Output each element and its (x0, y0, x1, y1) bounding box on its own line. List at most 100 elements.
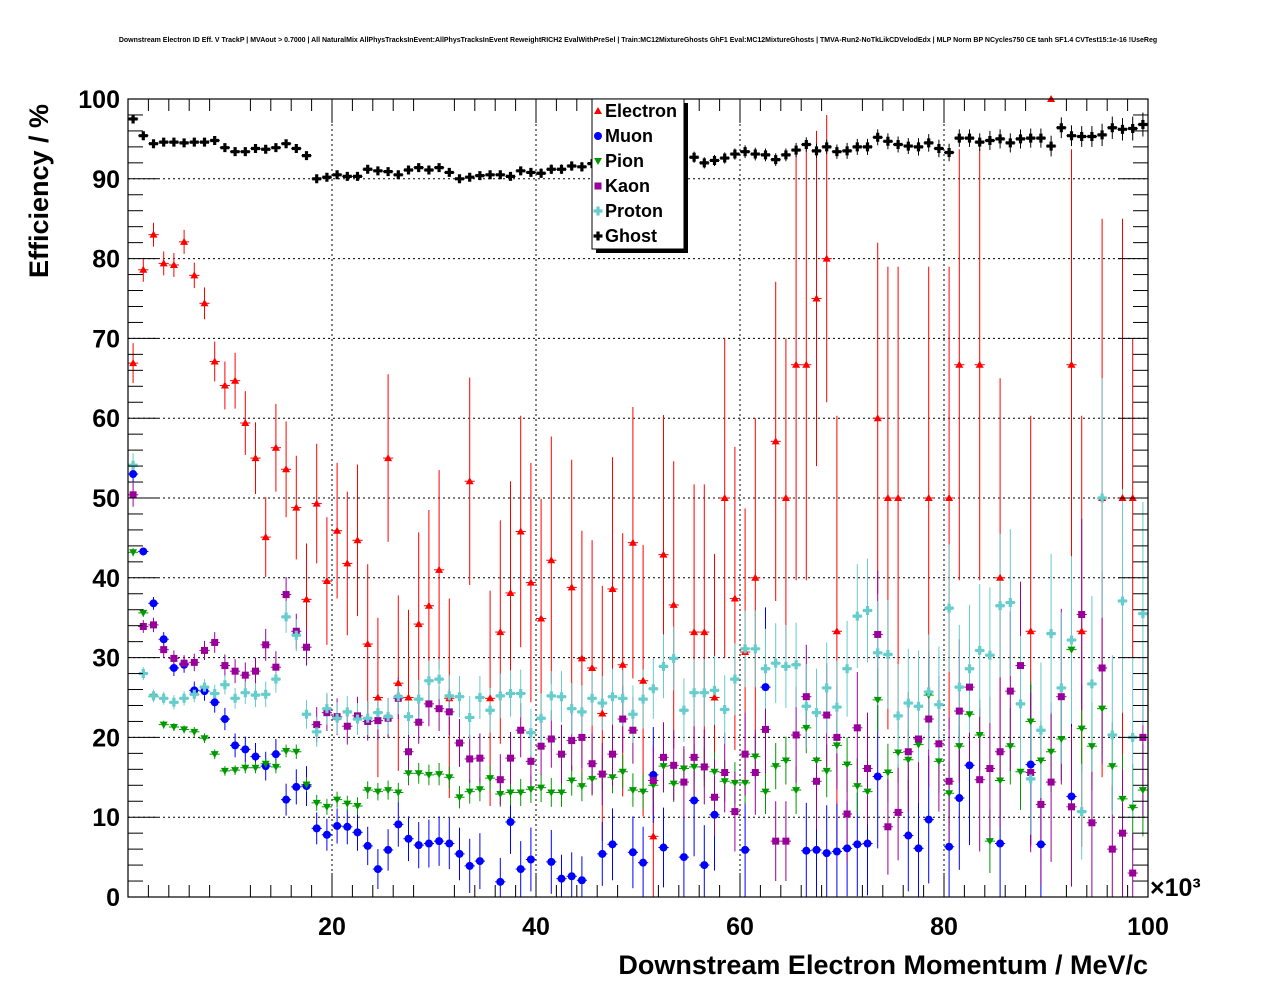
electron-point (975, 360, 984, 368)
kaon-point (190, 658, 198, 666)
muon-point (914, 844, 923, 853)
muon-point (598, 849, 607, 858)
ghost-point (230, 147, 240, 157)
kaon-point (700, 763, 708, 771)
muon-point (271, 750, 280, 759)
electron-point (608, 584, 617, 592)
kaon-point (945, 777, 953, 785)
kaon-point (303, 643, 310, 651)
muon-point (353, 828, 362, 837)
ghost-point (699, 158, 709, 168)
muon-point (394, 820, 403, 829)
proton-point (699, 688, 709, 698)
ghost-point (934, 143, 944, 153)
proton-point (740, 644, 750, 654)
proton-point (608, 692, 618, 702)
pion-point (200, 735, 209, 743)
electron-point (598, 709, 607, 717)
pion-point (1098, 705, 1107, 713)
kaon-point (129, 491, 137, 499)
proton-point (210, 689, 220, 699)
proton-point (1107, 730, 1117, 740)
proton-point (822, 683, 832, 693)
proton-point (730, 674, 740, 684)
electron-point (271, 443, 280, 451)
ghost-point (791, 145, 801, 155)
electron-point (802, 360, 811, 368)
ghost-point (710, 155, 720, 165)
proton-point (383, 712, 393, 722)
proton-point (842, 664, 852, 674)
electron-point (526, 578, 535, 586)
pion-point (1087, 743, 1096, 751)
kaon-point (415, 718, 423, 726)
pion-point (832, 742, 841, 750)
muon-point (526, 855, 535, 864)
proton-point (1056, 683, 1066, 693)
ghost-point (322, 172, 332, 182)
proton-point (444, 691, 454, 701)
pion-point (741, 779, 750, 787)
ghost-point (730, 149, 740, 159)
pion-point (894, 749, 903, 757)
ghost-point (893, 139, 903, 149)
pion-point (496, 791, 505, 799)
electron-point (822, 254, 831, 262)
kaon-point (160, 646, 168, 654)
electron-point (812, 294, 821, 302)
ghost-point (302, 151, 311, 161)
grid (128, 99, 1148, 897)
electron-point (200, 299, 209, 307)
ghost-point (1067, 131, 1076, 141)
proton-point (567, 704, 577, 714)
pion-point (1138, 787, 1147, 795)
ghost-point (332, 170, 342, 180)
pion-point (424, 771, 433, 779)
kaon-point (547, 735, 555, 743)
pion-point (333, 796, 342, 804)
kaon-point (139, 622, 147, 630)
electron-point (669, 600, 678, 608)
kaon-point (1078, 611, 1086, 619)
pion-point (537, 784, 546, 792)
proton-point (863, 606, 873, 616)
pion-point (312, 799, 321, 807)
pion-point (1057, 735, 1066, 743)
ghost-point (128, 114, 138, 124)
ghost-point (975, 137, 985, 147)
proton-point (761, 664, 771, 674)
muon-point (802, 846, 811, 855)
legend-ghost-label: Ghost (605, 226, 657, 246)
pion-point (1006, 743, 1015, 751)
muon-point (822, 849, 831, 858)
kaon-point (170, 654, 178, 662)
ghost-point (465, 172, 475, 182)
ghost-point (944, 147, 954, 157)
kaon-point (843, 810, 851, 818)
electron-point (394, 679, 403, 687)
pion-point (373, 788, 382, 796)
pion-point (180, 726, 189, 734)
electron-point (700, 628, 709, 636)
x-axis-title: Downstream Electron Momentum / MeV/c (618, 950, 1148, 980)
ghost-point (536, 168, 546, 178)
ghost-point (1128, 124, 1138, 134)
muon-point (649, 770, 658, 779)
proton-point (944, 603, 954, 613)
electron-point (618, 660, 627, 668)
proton-point (873, 648, 883, 658)
electron-point (1077, 627, 1086, 635)
pion-point (639, 788, 648, 796)
proton-point (638, 694, 648, 704)
kaon-point (1098, 664, 1106, 672)
proton-point (526, 728, 536, 738)
proton-point (934, 700, 944, 710)
muon-point (475, 857, 484, 866)
kaon-point (782, 837, 790, 845)
pion-point (761, 788, 770, 796)
kaon-point (241, 671, 249, 679)
pion-point (822, 767, 831, 775)
muon-point (322, 830, 331, 839)
electron-point (730, 594, 739, 602)
